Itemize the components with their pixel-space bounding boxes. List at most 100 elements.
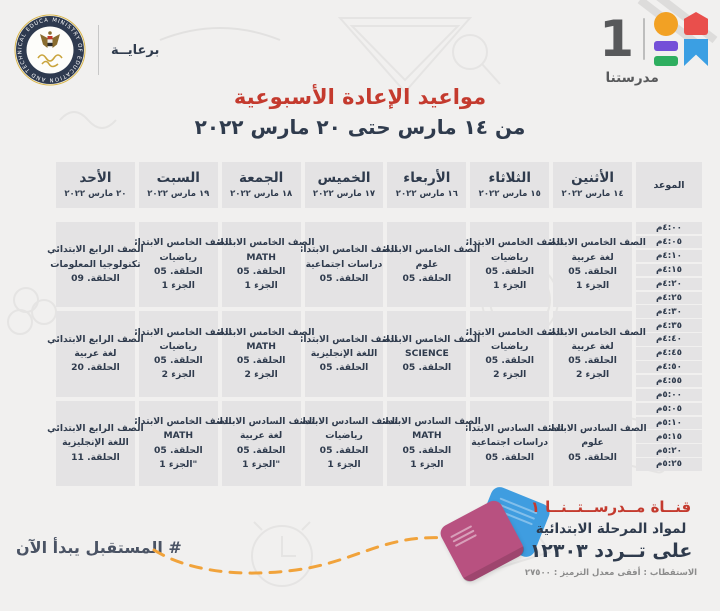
lesson-line: الصف الرابع الابتدائي bbox=[47, 423, 144, 435]
lesson-line: الحلقة. 09 bbox=[71, 272, 120, 284]
madrasetna-mark-icon bbox=[654, 12, 708, 66]
lesson-line: SCIENCE bbox=[404, 348, 449, 360]
lesson-line: رياضيات bbox=[325, 430, 363, 442]
time-slot: ٤:٤٥م bbox=[636, 347, 702, 360]
logo-house-icon bbox=[684, 12, 708, 35]
lesson-line: الصف السادس الابتدائي bbox=[538, 423, 647, 435]
lesson-line: الصف الخامس الابتدائي bbox=[456, 326, 564, 338]
lesson-line: الجزء 1 bbox=[244, 280, 278, 292]
time-slot: ٤:٢٠م bbox=[636, 277, 702, 291]
lesson-cell: الصف الخامس الابتدائي رياضيات الحلقة. 05 ال… bbox=[125, 222, 232, 308]
madrasetna-channel-logo: 1 مدرستنا bbox=[599, 12, 708, 86]
lesson-line: الجزء 1 bbox=[327, 458, 361, 470]
lesson-cell: الصف الرابع الابتدائي تكنولوجيا المعلومات… bbox=[47, 222, 144, 308]
hashtag-slogan: # المستقبل يبدأ الآن bbox=[16, 538, 182, 557]
lesson-cell: الصف الخامس الابتدائي MATH الحلقة. 05 "الجز… bbox=[125, 400, 232, 487]
day-name: الأحد bbox=[79, 170, 112, 187]
time-column-header: الموعد bbox=[636, 162, 702, 209]
lesson-line: الجزء 1 bbox=[493, 280, 527, 292]
lesson-cell: الصف السادس الابتدائي دراسات اجتماعية الحل… bbox=[456, 400, 564, 487]
lesson-cell: الصف الخامس الابتدائي دراسات اجتماعية الحل… bbox=[291, 222, 397, 308]
channel-info-stage: لمواد المرحلة الابتدائية bbox=[535, 521, 687, 537]
lesson-cell: الصف الخامس الابتدائي MATH الحلقة. 05 الجزء… bbox=[208, 222, 315, 308]
time-slot: ٤:٠٠م bbox=[636, 222, 702, 235]
lesson-line: الحلقة. 05 bbox=[568, 265, 617, 277]
lesson-line: الحلقة. 05 bbox=[568, 355, 617, 367]
lesson-line: الصف السادس الابتدائي bbox=[455, 423, 564, 435]
lesson-line: الصف الرابع الابتدائي bbox=[47, 333, 144, 345]
channel-name: مدرستنا bbox=[605, 70, 659, 86]
time-column: الموعد ٤:٠٠م ٤:٠٥م ٤:١٠م ٤:١٥م ٤:٢٠م ٤:٢٥م ٤:٣٠… bbox=[636, 162, 702, 490]
lesson-line: تكنولوجيا المعلومات bbox=[50, 258, 141, 270]
lesson-line: MATH bbox=[246, 340, 276, 352]
channel-info-technical: الاستقطاب : أفقى معدل الترميز : ٢٧٥٠٠ bbox=[524, 568, 698, 578]
lesson-line: الحلقة. 05 bbox=[153, 444, 203, 456]
day-date: ١٤ مارس ٢٠٢٢ bbox=[561, 189, 624, 200]
day-date: ١٧ مارس ٢٠٢٢ bbox=[312, 189, 376, 200]
lesson-line: علوم bbox=[415, 258, 439, 270]
schedule-table: الموعد ٤:٠٠م ٤:٠٥م ٤:١٠م ٤:١٥م ٤:٢٠م ٤:٢٥م ٤:٣٠… bbox=[47, 162, 702, 490]
day-header: الخميس ١٧ مارس ٢٠٢٢ bbox=[304, 162, 384, 209]
lesson-line: الصف الخامس الابتدائي bbox=[207, 326, 315, 338]
lesson-line: الحلقة. 05 bbox=[236, 444, 286, 456]
lesson-line: الصف الخامس الابتدائي bbox=[290, 333, 398, 345]
lesson-line: الجزء 1 bbox=[161, 280, 195, 292]
eagle-emblem-icon bbox=[40, 31, 60, 48]
lesson-line: MATH bbox=[412, 430, 442, 442]
logo-green-bar-icon bbox=[654, 56, 678, 66]
lesson-line: MATH bbox=[163, 430, 194, 442]
logo-circle-icon bbox=[654, 12, 678, 36]
time-slot: ٥:٠٠م bbox=[636, 388, 702, 402]
channel-number: 1 bbox=[599, 10, 634, 68]
lesson-line: الصف الخامس الابتدائي bbox=[124, 237, 232, 249]
lesson-line: الحلقة. 05 bbox=[319, 272, 369, 284]
day-column: الأحد ٢٠ مارس ٢٠٢٢ الصف الرابع الابتدائي تك… bbox=[47, 162, 144, 490]
lesson-line: الحلقة. 05 bbox=[236, 265, 286, 277]
lesson-line: الحلقة. 05 bbox=[153, 265, 203, 277]
logo-purple-bar-icon bbox=[654, 41, 678, 51]
lesson-line: رياضيات bbox=[490, 340, 529, 352]
lesson-line: اللغة الإنجليزية bbox=[62, 437, 129, 449]
day-name: الأثنين bbox=[571, 170, 615, 187]
day-header: الجمعة ١٨ مارس ٢٠٢٢ bbox=[221, 162, 301, 209]
lesson-line: الصف الخامس الابتدائي bbox=[124, 416, 232, 428]
lesson-line: الحلقة. 20 bbox=[71, 362, 120, 374]
lesson-line: لغة عربية bbox=[74, 348, 117, 360]
lesson-cell: الصف الخامس الابتدائي رياضيات الحلقة. 05 ال… bbox=[125, 311, 232, 397]
lesson-line: رياضيات bbox=[159, 251, 198, 263]
time-slot: ٤:٣٥م bbox=[636, 319, 702, 332]
lesson-line: الصف الرابع الابتدائي bbox=[47, 244, 144, 256]
sponsor-label: برعايــة bbox=[111, 42, 160, 58]
lesson-line: الحلقة. 05 bbox=[568, 451, 617, 463]
lesson-line: لغة عربية bbox=[240, 430, 283, 442]
day-header: الثلاثاء ١٥ مارس ٢٠٢٢ bbox=[470, 162, 550, 209]
lesson-line: الحلقة. 05 bbox=[153, 355, 203, 367]
channel-info-name: قنــاة مــدرســتــنــا ١ bbox=[530, 498, 692, 516]
lesson-cell: الصف السادس الابتدائي رياضيات الحلقة. 05 ال… bbox=[290, 400, 398, 487]
time-slot: ٤:٥٥م bbox=[636, 374, 702, 388]
lesson-cell: الصف الخامس الابتدائي رياضيات الحلقة. 05 ال… bbox=[456, 222, 563, 308]
lesson-line: لغة عربية bbox=[571, 340, 614, 352]
time-slot: ٤:٣٠م bbox=[636, 305, 702, 318]
lesson-cell: الصف الرابع الابتدائي اللغة الإنجليزية الح… bbox=[47, 400, 144, 487]
time-slot: ٤:٠٥م bbox=[636, 235, 702, 249]
lesson-line: الصف الخامس الابتدائي bbox=[539, 237, 646, 249]
day-column: الأربعاء ١٦ مارس ٢٠٢٢ الصف الخامس الابتدائ… bbox=[373, 162, 481, 490]
lesson-line: الحلقة. 05 bbox=[402, 272, 452, 284]
lesson-cell: الصف الخامس الابتدائي رياضيات الحلقة. 05 ال… bbox=[456, 311, 563, 397]
lesson-line: الحلقة. 05 bbox=[319, 362, 369, 374]
lesson-cell: الصف السادس الابتدائي MATH الحلقة. 05 الجزء… bbox=[373, 400, 481, 487]
time-slot: ٥:٢٠م bbox=[636, 444, 702, 457]
lesson-cell: الصف الخامس الابتدائي اللغة الإنجليزية الح… bbox=[291, 311, 397, 397]
lesson-line: الجزء 1 bbox=[575, 280, 610, 292]
ministry-seal-icon: MINISTRY OF EDUCATION AND TECHNICAL EDUC… bbox=[14, 14, 86, 86]
time-slot: ٤:١٠م bbox=[636, 249, 702, 263]
time-slot: ٥:١٠م bbox=[636, 416, 702, 429]
lesson-cell: الصف الرابع الابتدائي لغة عربية الحلقة. 20 bbox=[47, 311, 144, 397]
lesson-cell: الصف السادس الابتدائي علوم الحلقة. 05 bbox=[538, 400, 647, 487]
lesson-line: الحلقة. 05 bbox=[402, 362, 452, 374]
day-date: ٢٠ مارس ٢٠٢٢ bbox=[64, 189, 127, 200]
day-header: السبت ١٩ مارس ٢٠٢٢ bbox=[138, 162, 218, 209]
lesson-cell: الصف الخامس الابتدائي SCIENCE الحلقة. 05 bbox=[373, 311, 480, 397]
channel-info-frequency: على تــردد ١٢٣٠٣ bbox=[529, 540, 693, 562]
